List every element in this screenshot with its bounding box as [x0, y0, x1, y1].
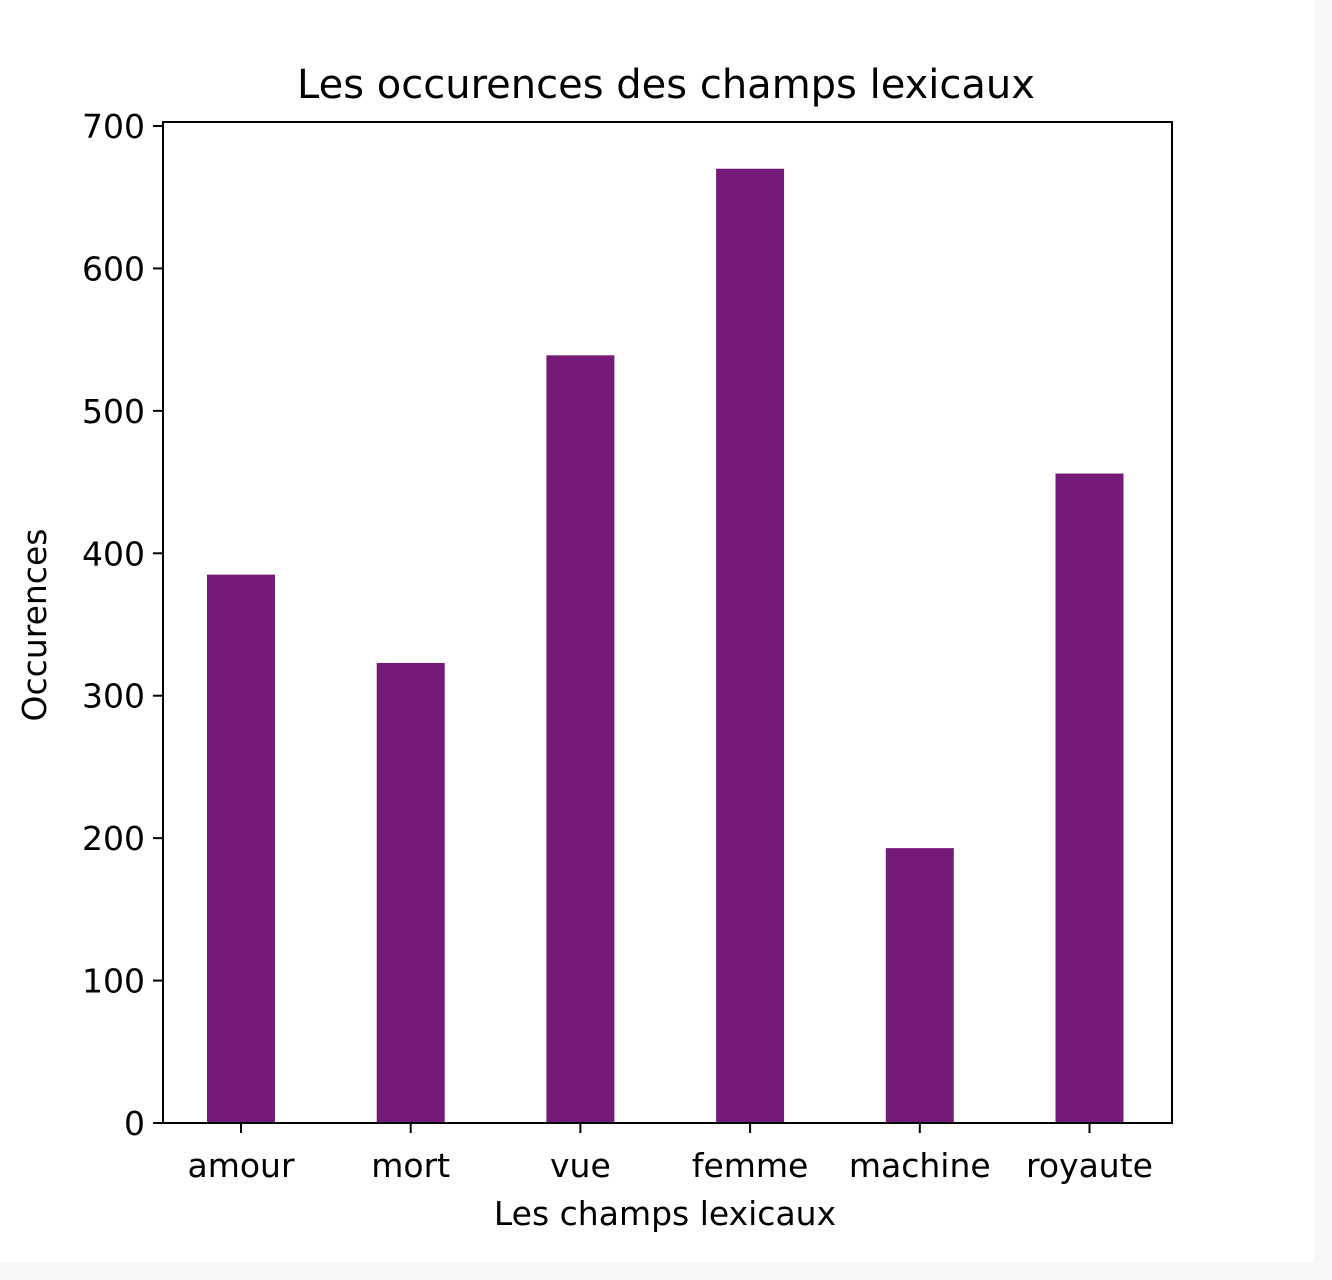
plot-frame — [162, 121, 1173, 1124]
y-tick-label: 200 — [82, 819, 145, 858]
bar-amour — [207, 574, 275, 1123]
chart-title: Les occurences des champs lexicaux — [297, 62, 1035, 108]
y-axis-label: Occurences — [15, 529, 54, 722]
x-tick-label-femme: femme — [692, 1146, 809, 1185]
y-axis: 0 100 200 300 400 500 600 700 — [82, 107, 163, 1143]
x-tick-label-royaute: royaute — [1026, 1146, 1153, 1185]
x-axis: amour mort vue femme machine royaute — [187, 1123, 1153, 1185]
y-tick-label: 600 — [82, 249, 145, 288]
bars-layer — [207, 168, 1124, 1123]
bar-machine — [885, 848, 954, 1123]
y-tick-label: 300 — [82, 677, 145, 716]
right-margin-strip — [1314, 0, 1332, 1280]
y-tick-label: 0 — [124, 1104, 145, 1143]
bar-femme — [716, 168, 785, 1123]
y-tick-label: 700 — [82, 107, 145, 146]
y-tick-label: 100 — [82, 962, 145, 1001]
bar-royaute — [1055, 473, 1124, 1123]
bar-vue — [546, 355, 615, 1123]
y-tick-label: 500 — [82, 392, 145, 431]
bar-chart: 0 100 200 300 400 500 600 700 amour mort vue femme… — [15, 62, 1173, 1233]
x-tick-label-amour: amour — [187, 1146, 294, 1185]
x-tick-label-mort: mort — [371, 1146, 450, 1185]
x-tick-label-machine: machine — [849, 1146, 991, 1185]
x-axis-label: Les champs lexicaux — [494, 1194, 836, 1233]
x-tick-label-vue: vue — [550, 1146, 611, 1185]
bottom-margin-strip — [0, 1262, 1332, 1280]
bar-mort — [376, 662, 445, 1123]
y-tick-label: 400 — [82, 534, 145, 573]
